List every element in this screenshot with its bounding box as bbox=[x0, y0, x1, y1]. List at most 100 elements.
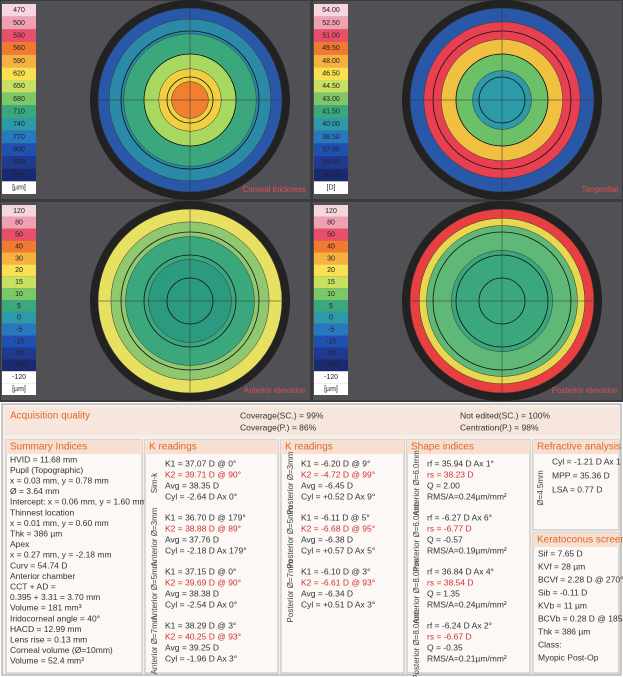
scale-label: -20 bbox=[326, 350, 336, 357]
reading: Cyl = +0.57 D Ax 5° bbox=[301, 545, 375, 555]
scale-cell bbox=[314, 300, 348, 312]
reading: K2 = -4.72 D @ 99° bbox=[301, 469, 375, 479]
scale-cell bbox=[314, 205, 348, 217]
scale-cell bbox=[314, 311, 348, 324]
summary-line: Intercept: x = 0.06 mm, y = 1.60 mm bbox=[10, 497, 147, 507]
group-label: Posterior Ø=3mm bbox=[286, 451, 295, 514]
section-title: Keratoconus screening bbox=[537, 535, 623, 546]
group-label: Posterior Ø=8.0mm bbox=[412, 610, 421, 677]
map-caption: Tangential bbox=[582, 185, 619, 194]
scale-cell bbox=[2, 371, 36, 384]
section-box bbox=[406, 439, 531, 674]
reading: K1 = 37.07 D @ 0° bbox=[165, 458, 236, 468]
reading: K1 = -6.20 D @ 9° bbox=[301, 458, 370, 468]
keratoconus-line: Sif = 7.65 D bbox=[538, 548, 583, 558]
scale-label: 620 bbox=[13, 71, 25, 78]
scale-cell bbox=[314, 4, 348, 17]
summary-line: Apex bbox=[10, 539, 30, 549]
reading: Avg = 38.35 D bbox=[165, 480, 219, 490]
scale-label: 43.00 bbox=[322, 96, 340, 103]
scale-cell bbox=[314, 130, 348, 144]
scale-cell bbox=[314, 181, 348, 194]
summary-line: CCT + AD = bbox=[10, 581, 56, 591]
scale-label: 530 bbox=[13, 33, 25, 40]
reading: Avg = 38.38 D bbox=[165, 588, 219, 598]
reading: Avg = -6.34 D bbox=[301, 588, 353, 598]
scale-label: 5 bbox=[329, 303, 333, 310]
scale-label: -5 bbox=[16, 327, 22, 334]
scale-cell bbox=[314, 67, 348, 80]
scale-label: -110 bbox=[324, 362, 338, 369]
scale-label: 120 bbox=[325, 208, 337, 215]
scale-label: 80 bbox=[15, 220, 23, 227]
reading: Cyl = +0.52 D Ax 9° bbox=[301, 491, 375, 501]
reading: Q = -0.35 bbox=[427, 642, 463, 652]
scale-cell bbox=[314, 80, 348, 93]
scale-cell bbox=[2, 240, 36, 253]
group-label: Anterior Ø=6.0mm bbox=[412, 450, 421, 516]
scale-cell bbox=[314, 264, 348, 277]
section-box bbox=[532, 532, 620, 674]
scale-cell bbox=[2, 383, 36, 395]
scale-cell bbox=[314, 276, 348, 289]
section-head bbox=[281, 440, 404, 454]
scale-cell bbox=[2, 168, 36, 182]
scale-cell bbox=[314, 42, 348, 55]
scale-cell bbox=[314, 252, 348, 265]
summary-line: x = 0.01 mm, y = 0.60 mm bbox=[10, 518, 109, 528]
scale-cell bbox=[2, 16, 36, 30]
summary-line: Volume = 52.4 mm³ bbox=[10, 656, 84, 666]
scale-label: 44.50 bbox=[322, 83, 340, 90]
scale-label: -10 bbox=[326, 338, 336, 345]
summary-line: Lens rise = 0.13 mm bbox=[10, 634, 87, 644]
scale-cell bbox=[314, 54, 348, 68]
section-box bbox=[5, 439, 143, 674]
scale-label: [µm] bbox=[324, 386, 338, 393]
reading: K2 = 40.25 D @ 93° bbox=[165, 631, 241, 641]
scale-label: 20 bbox=[15, 267, 23, 274]
scale-cell bbox=[2, 216, 36, 229]
reading: Q = 2.00 bbox=[427, 480, 460, 490]
reading: rf = -6.27 D Ax 6° bbox=[427, 512, 492, 522]
reading: K2 = 39.71 D @ 90° bbox=[165, 469, 241, 479]
scale-label: 46.50 bbox=[322, 71, 340, 78]
scale-cell bbox=[2, 311, 36, 324]
group-label: Anterior Ø=3mm bbox=[150, 507, 159, 566]
reading: RMS/A=0.24µm/mm² bbox=[427, 491, 507, 501]
scale-label: -120 bbox=[12, 374, 26, 381]
section-title: K readings bbox=[149, 442, 197, 453]
scale-label: 10 bbox=[15, 291, 23, 298]
scale-label: -5 bbox=[328, 327, 334, 334]
scale-label: 860 bbox=[13, 172, 25, 179]
scale-cell bbox=[2, 118, 36, 131]
scale-label: 49.50 bbox=[322, 45, 340, 52]
scale-label: 52.50 bbox=[322, 20, 340, 27]
scale-label: 0 bbox=[329, 315, 333, 322]
group-label: Posterior Ø=7mm bbox=[286, 559, 295, 622]
scale-label: [µm] bbox=[12, 185, 26, 192]
reading: Cyl = +0.51 D Ax 3° bbox=[301, 599, 375, 609]
keratoconus-line: Class: bbox=[538, 639, 562, 649]
reading: K1 = -6.10 D @ 3° bbox=[301, 566, 370, 576]
keratoconus-line: BCVb = 0.28 D @ 185° bbox=[538, 613, 623, 623]
group-label: Sim-k bbox=[150, 472, 159, 493]
reading: K1 = 36.70 D @ 179° bbox=[165, 512, 246, 522]
scale-cell bbox=[2, 4, 36, 17]
keratoconus-line: Myopic Post-Op bbox=[538, 652, 599, 662]
scale-label: 10 bbox=[327, 291, 335, 298]
scale-cell bbox=[314, 92, 348, 106]
scale-label: [D] bbox=[327, 185, 336, 192]
scale-label: 680 bbox=[13, 96, 25, 103]
acq-item: Centration(P.) = 98% bbox=[460, 422, 539, 432]
scale-label: 800 bbox=[13, 147, 25, 154]
section-title: Shape indices bbox=[411, 442, 474, 453]
section-box bbox=[532, 439, 620, 531]
summary-line: Corneal volume (Ø=10mm) bbox=[10, 645, 113, 655]
scale-cell bbox=[314, 143, 348, 156]
group-label: Anterior Ø=5mm bbox=[150, 561, 159, 620]
summary-line: 0.395 + 3.31 = 3.70 mm bbox=[10, 592, 100, 602]
scale-cell bbox=[314, 216, 348, 229]
summary-line: Ø = 3.64 mm bbox=[10, 486, 59, 496]
scale-label: 120 bbox=[13, 208, 25, 215]
scale-cell bbox=[314, 29, 348, 42]
